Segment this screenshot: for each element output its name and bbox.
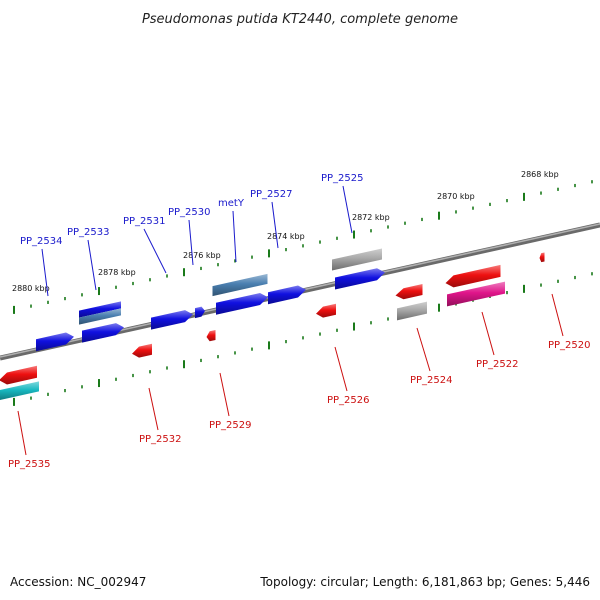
leader-line	[143, 228, 167, 274]
kbp-label-2874: 2874 kbp	[267, 232, 305, 241]
gene-arrow[interactable]	[0, 381, 39, 400]
gene-arrow[interactable]	[268, 285, 306, 305]
gene-arrow[interactable]	[212, 273, 268, 297]
label-leaders	[17, 185, 564, 456]
scale-dots	[13, 180, 593, 406]
kbp-label-2876: 2876 kbp	[183, 251, 221, 260]
scale-labels: 2868 kbp 2870 kbp 2872 kbp 2874 kbp 2876…	[12, 170, 559, 293]
gene-features	[0, 248, 545, 400]
gene-arrow[interactable]	[539, 252, 545, 263]
gene-arrow[interactable]	[316, 303, 336, 318]
leader-line	[188, 219, 194, 266]
leader-line	[342, 185, 353, 234]
gene-arrow[interactable]	[397, 301, 427, 321]
gene-label-mety[interactable]: metY	[218, 198, 245, 209]
leader-line	[41, 248, 49, 297]
gene-arrow[interactable]	[206, 330, 216, 342]
leader-line	[334, 346, 348, 392]
leader-line	[232, 210, 237, 263]
gene-arrow[interactable]	[79, 308, 121, 325]
gene-label-pp-2524[interactable]: PP_2524	[410, 375, 453, 386]
gene-arrow[interactable]	[36, 332, 74, 352]
gene-label-pp-2530[interactable]: PP_2530	[168, 207, 211, 218]
gene-arrow[interactable]	[82, 323, 124, 343]
gene-label-pp-2525[interactable]: PP_2525	[321, 173, 364, 184]
kbp-label-2870: 2870 kbp	[437, 192, 475, 201]
leader-line	[219, 372, 230, 417]
gene-arrow[interactable]	[332, 248, 382, 271]
gene-label-pp-2535[interactable]: PP_2535	[8, 459, 51, 470]
gene-arrow[interactable]	[445, 264, 501, 288]
gene-arrow[interactable]	[216, 293, 268, 315]
kbp-label-2880: 2880 kbp	[12, 284, 50, 293]
leader-line	[87, 239, 97, 291]
genome-title: Pseudomonas putida KT2440, complete geno…	[142, 12, 458, 27]
gene-label-pp-2529[interactable]: PP_2529	[209, 420, 252, 431]
gene-arrow[interactable]	[395, 284, 423, 300]
gene-label-pp-2526[interactable]: PP_2526	[327, 395, 370, 406]
gene-arrow[interactable]	[195, 306, 205, 319]
leader-line	[148, 387, 159, 431]
leader-line	[17, 410, 27, 456]
gene-label-pp-2534[interactable]: PP_2534	[20, 236, 63, 247]
gene-arrow[interactable]	[151, 310, 193, 330]
kbp-label-2872: 2872 kbp	[352, 213, 390, 222]
gene-arrow[interactable]	[0, 365, 37, 385]
leader-line	[551, 293, 564, 337]
gene-label-pp-2520[interactable]: PP_2520	[548, 340, 591, 351]
leader-line	[271, 201, 279, 249]
forward-gene-labels: PP_2534 PP_2533 PP_2531 PP_2530 metY PP_…	[20, 173, 364, 247]
gene-arrow[interactable]	[447, 281, 505, 307]
genome-summary-text: Topology: circular; Length: 6,181,863 bp…	[259, 575, 590, 589]
leader-line	[416, 327, 431, 372]
kbp-label-2868: 2868 kbp	[521, 170, 559, 179]
accession-text: Accession: NC_002947	[10, 575, 146, 589]
reverse-gene-labels: PP_2535 PP_2532 PP_2529 PP_2526 PP_2524 …	[8, 340, 591, 470]
kbp-label-2878: 2878 kbp	[98, 268, 136, 277]
gene-label-pp-2531[interactable]: PP_2531	[123, 216, 166, 227]
gene-label-pp-2532[interactable]: PP_2532	[139, 434, 182, 445]
gene-arrow[interactable]	[79, 301, 121, 318]
gene-arrow[interactable]	[132, 343, 152, 358]
gene-arrow[interactable]	[335, 268, 385, 290]
gene-label-pp-2522[interactable]: PP_2522	[476, 359, 519, 370]
gene-label-pp-2533[interactable]: PP_2533	[67, 227, 110, 238]
gene-label-pp-2527[interactable]: PP_2527	[250, 189, 293, 200]
leader-line	[481, 311, 495, 356]
